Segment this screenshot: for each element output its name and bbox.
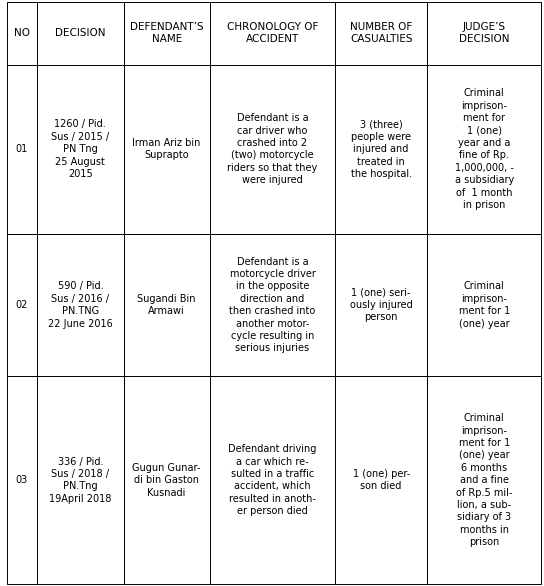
Bar: [123, 64, 210, 234]
Text: DECISION: DECISION: [55, 28, 106, 38]
Bar: [427, 376, 541, 584]
Text: Criminal
imprison-
ment for 1
(one) year
6 months
and a fine
of Rp.5 mil-
lion, : Criminal imprison- ment for 1 (one) year…: [456, 413, 512, 547]
Bar: [427, 234, 541, 376]
Bar: [37, 2, 123, 64]
Text: NO: NO: [14, 28, 30, 38]
Text: JUDGE’S
DECISION: JUDGE’S DECISION: [459, 22, 509, 45]
Bar: [335, 376, 427, 584]
Bar: [7, 234, 37, 376]
Text: Defendant driving
a car which re-
sulted in a traffic
accident, which
resulted i: Defendant driving a car which re- sulted…: [228, 444, 317, 516]
Bar: [210, 2, 335, 64]
Text: DEFENDANT’S
NAME: DEFENDANT’S NAME: [130, 22, 203, 45]
Bar: [7, 2, 37, 64]
Text: 1 (one) seri-
ously injured
person: 1 (one) seri- ously injured person: [350, 288, 412, 322]
Text: Irman Ariz bin
Suprapto: Irman Ariz bin Suprapto: [133, 138, 201, 161]
Text: Sugandi Bin
Armawi: Sugandi Bin Armawi: [138, 294, 196, 316]
Text: 01: 01: [16, 144, 28, 154]
Text: Criminal
imprison-
ment for
1 (one)
year and a
fine of Rp.
1,000,000, -
a subsid: Criminal imprison- ment for 1 (one) year…: [455, 88, 514, 210]
Bar: [210, 376, 335, 584]
Bar: [123, 376, 210, 584]
Text: Defendant is a
motorcycle driver
in the opposite
direction and
then crashed into: Defendant is a motorcycle driver in the …: [230, 257, 316, 353]
Bar: [210, 234, 335, 376]
Text: 1260 / Pid.
Sus / 2015 /
PN Tng
25 August
2015: 1260 / Pid. Sus / 2015 / PN Tng 25 Augus…: [51, 120, 109, 179]
Bar: [335, 2, 427, 64]
Bar: [7, 64, 37, 234]
Bar: [335, 234, 427, 376]
Text: Gugun Gunar-
di bin Gaston
Kusnadi: Gugun Gunar- di bin Gaston Kusnadi: [133, 463, 201, 498]
Text: 3 (three)
people were
injured and
treated in
the hospital.: 3 (three) people were injured and treate…: [350, 120, 412, 179]
Text: 336 / Pid.
Sus / 2018 /
PN.Tng
19April 2018: 336 / Pid. Sus / 2018 / PN.Tng 19April 2…: [49, 456, 112, 504]
Bar: [123, 2, 210, 64]
Text: 1 (one) per-
son died: 1 (one) per- son died: [353, 469, 410, 492]
Text: CHRONOLOGY OF
ACCIDENT: CHRONOLOGY OF ACCIDENT: [227, 22, 318, 45]
Text: Defendant is a
car driver who
crashed into 2
(two) motorcycle
riders so that the: Defendant is a car driver who crashed in…: [227, 113, 318, 185]
Text: Criminal
imprison-
ment for 1
(one) year: Criminal imprison- ment for 1 (one) year: [459, 281, 510, 329]
Text: 02: 02: [16, 300, 28, 310]
Bar: [7, 376, 37, 584]
Bar: [427, 2, 541, 64]
Text: 03: 03: [16, 475, 28, 485]
Text: 590 / Pid.
Sus / 2016 /
PN.TNG
22 June 2016: 590 / Pid. Sus / 2016 / PN.TNG 22 June 2…: [48, 281, 113, 329]
Text: NUMBER OF
CASUALTIES: NUMBER OF CASUALTIES: [350, 22, 412, 45]
Bar: [210, 64, 335, 234]
Bar: [123, 234, 210, 376]
Bar: [335, 64, 427, 234]
Bar: [37, 376, 123, 584]
Bar: [37, 64, 123, 234]
Bar: [37, 234, 123, 376]
Bar: [427, 64, 541, 234]
